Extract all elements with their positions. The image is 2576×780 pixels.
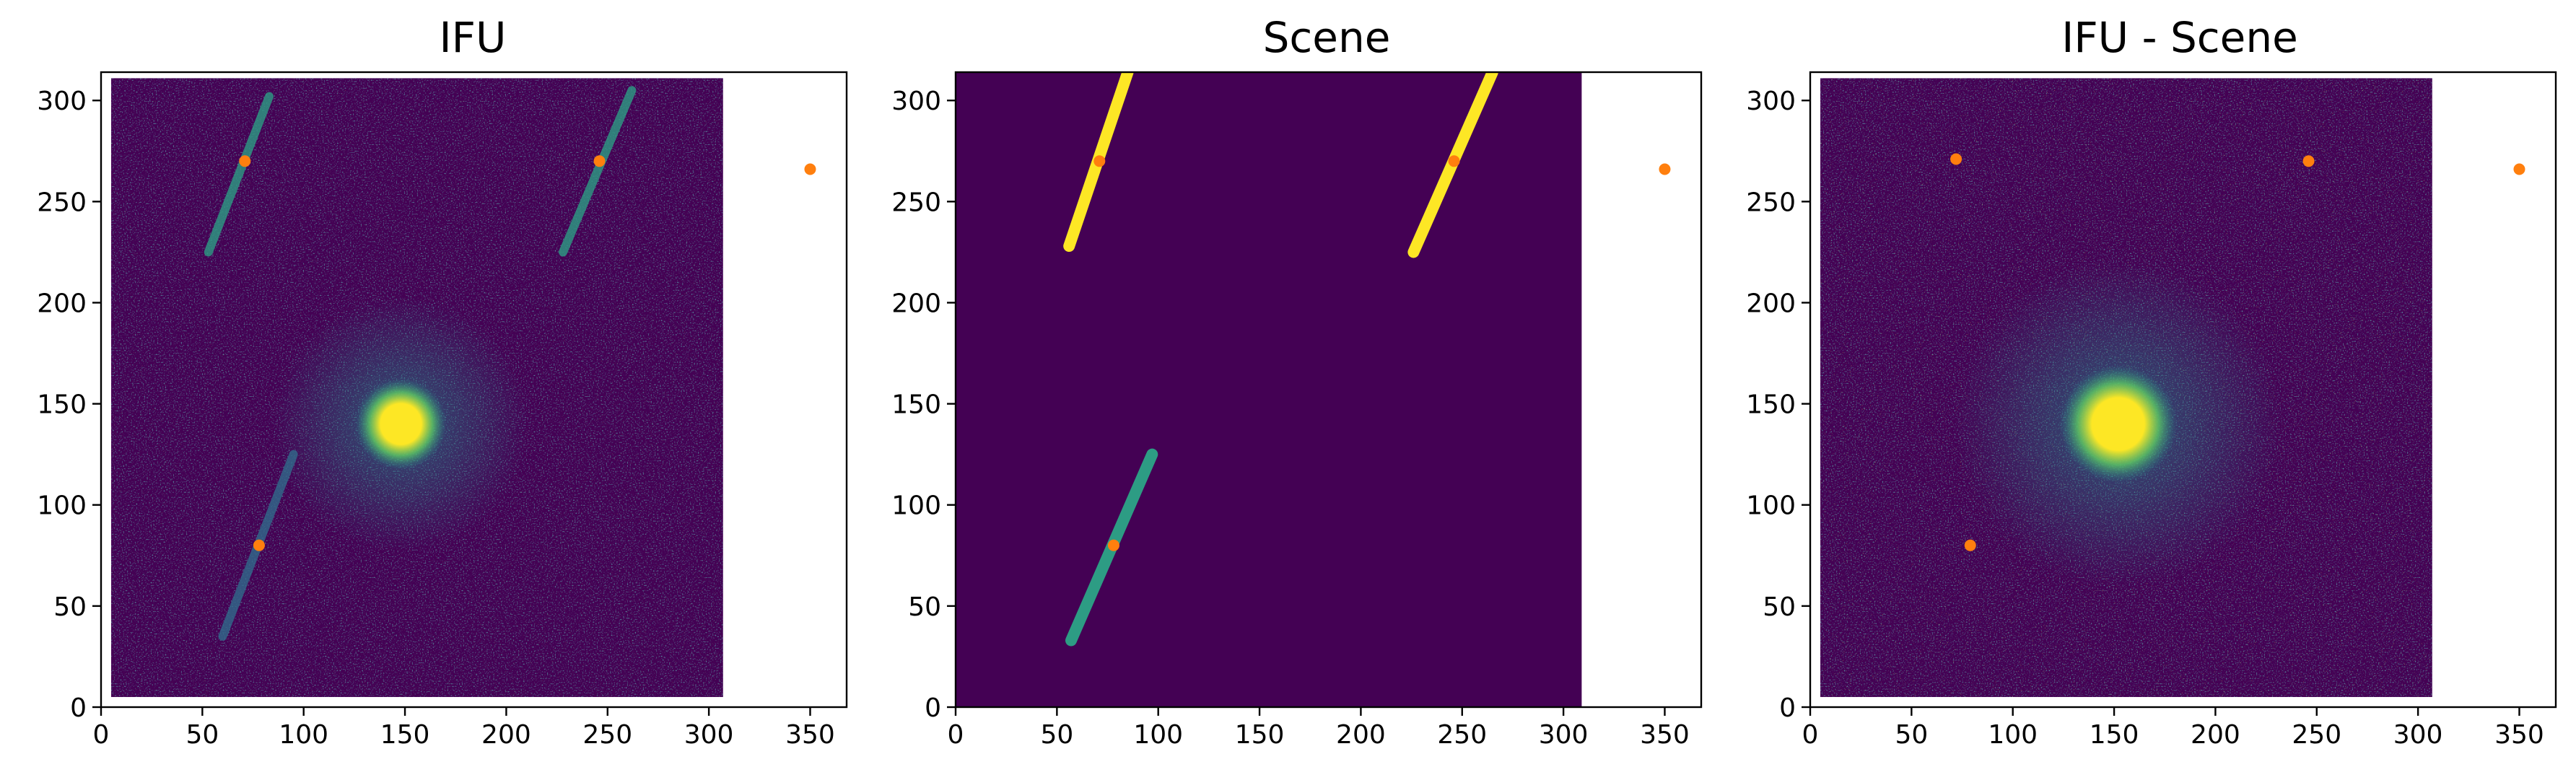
x-tick-label: 50 [1040,720,1073,750]
marker-point [1107,539,1119,551]
y-tick-label: 0 [1779,693,1796,723]
y-tick-label: 300 [891,87,941,116]
x-tick-label: 250 [2292,720,2341,750]
y-tick-label: 150 [37,390,87,420]
x-tick-label: 300 [2393,720,2443,750]
image-background [956,72,1582,707]
plot-area: 0 50 100 150 200 250 300 350 0 50 100 150 200 250 300 [891,71,1703,750]
x-tick-label: 200 [2191,720,2240,750]
panel-title: Scene [1263,13,1391,62]
x-tick-label: 250 [582,720,632,750]
x-tick-label: 100 [1133,720,1183,750]
x-tick-label: 300 [684,720,734,750]
y-tick-label: 50 [53,592,87,622]
panel-scene: Scene 0 50 100 150 200 250 300 350 0 50 100 150 200 2… [891,13,1703,750]
y-tick-label: 200 [891,289,941,318]
marker-point [2302,155,2315,167]
y-tick-label: 200 [37,289,87,318]
trail-streak [204,92,274,257]
x-tick-label: 150 [2090,720,2139,750]
x-tick-label: 350 [2494,720,2544,750]
x-tick-label: 0 [93,720,110,750]
marker-point [593,155,606,167]
y-tick-label: 0 [70,693,87,723]
y-tick-label: 50 [908,592,941,622]
trail-streak [559,86,637,257]
plot-area: 0 50 100 150 200 250 300 350 0 50 100 150 200 250 300 [37,71,848,750]
marker-point [253,539,265,551]
x-tick-label: 200 [481,720,531,750]
panel-ifu: IFU 0 50 100 150 200 250 300 350 0 50 100 150 200 250… [37,13,848,750]
panel-title: IFU - Scene [2061,13,2298,62]
x-tick-label: 50 [1895,720,1928,750]
y-tick-label: 100 [1746,491,1796,521]
x-tick-label: 250 [1437,720,1487,750]
marker-point [804,163,816,175]
y-tick-label: 250 [1746,188,1796,217]
x-tick-label: 100 [1988,720,2038,750]
y-tick-label: 150 [1746,390,1796,420]
y-tick-label: 50 [1763,592,1796,622]
bright-source [2059,365,2177,483]
marker-point [2513,163,2525,175]
axes-frame [100,71,848,709]
y-tick-label: 0 [925,693,941,723]
x-tick-label: 0 [1802,720,1819,750]
marker-point [1964,539,1976,551]
marker-point [1093,155,1106,167]
bright-source [355,378,447,470]
y-tick-label: 250 [891,188,941,217]
marker-point [1659,163,1671,175]
y-tick-label: 200 [1746,289,1796,318]
y-tick-label: 150 [891,390,941,420]
x-tick-label: 300 [1539,720,1589,750]
marker-point [1448,155,1460,167]
x-tick-label: 50 [185,720,219,750]
axes-frame [1809,71,2557,709]
y-tick-label: 300 [1746,87,1796,116]
y-tick-label: 100 [37,491,87,521]
image-layer [1820,78,2525,697]
x-tick-label: 0 [948,720,964,750]
x-tick-label: 350 [1640,720,1690,750]
panel-ifu-minus-scene: IFU - Scene 0 50 100 150 200 250 300 350 0 50 100 1… [1746,13,2557,750]
x-tick-label: 150 [1235,720,1285,750]
y-tick-label: 100 [891,491,941,521]
x-tick-label: 350 [785,720,835,750]
marker-point [239,155,251,167]
y-tick-label: 300 [37,87,87,116]
marker-point [1950,153,1962,165]
x-tick-label: 150 [380,720,430,750]
x-tick-label: 200 [1336,720,1386,750]
image-layer [956,72,1671,707]
axes-frame [954,71,1703,709]
panel-title: IFU [440,13,507,62]
x-tick-label: 100 [279,720,328,750]
plot-area: 0 50 100 150 200 250 300 350 0 50 100 150 200 250 300 [1746,71,2557,750]
y-tick-label: 250 [37,188,87,217]
image-layer [111,78,816,697]
